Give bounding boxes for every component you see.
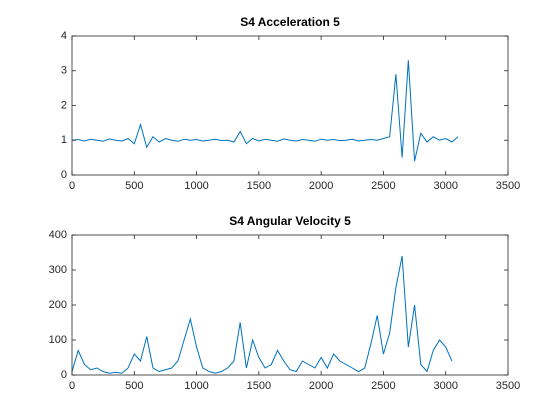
chart-title: S4 Acceleration 5 <box>240 15 340 29</box>
x-tick-label: 0 <box>69 380 75 392</box>
y-tick-label: 0 <box>61 369 67 381</box>
y-tick-label: 300 <box>49 264 67 276</box>
chart-title: S4 Angular Velocity 5 <box>229 214 351 228</box>
axes-background <box>72 235 508 375</box>
y-tick-label: 3 <box>61 65 67 77</box>
x-tick-label: 1000 <box>184 180 208 192</box>
x-tick-label: 3500 <box>496 380 520 392</box>
x-tick-label: 2500 <box>371 180 395 192</box>
x-tick-label: 3500 <box>496 180 520 192</box>
y-tick-label: 100 <box>49 334 67 346</box>
x-tick-label: 1500 <box>247 180 271 192</box>
y-tick-label: 0 <box>61 169 67 181</box>
x-tick-label: 2500 <box>371 380 395 392</box>
x-tick-label: 1500 <box>247 380 271 392</box>
x-tick-label: 500 <box>125 380 143 392</box>
x-tick-label: 3000 <box>433 180 457 192</box>
x-tick-label: 1000 <box>184 380 208 392</box>
x-tick-label: 0 <box>69 180 75 192</box>
data-line <box>71 60 459 162</box>
y-tick-label: 200 <box>49 299 67 311</box>
x-tick-label: 3000 <box>433 380 457 392</box>
x-tick-label: 2000 <box>309 380 333 392</box>
y-tick-label: 2 <box>61 99 67 111</box>
y-tick-label: 1 <box>61 134 67 146</box>
y-tick-label: 4 <box>61 30 67 42</box>
y-tick-label: 400 <box>49 229 67 241</box>
axes-background <box>72 36 508 175</box>
data-line <box>71 255 453 374</box>
x-tick-label: 500 <box>125 180 143 192</box>
x-tick-label: 2000 <box>309 180 333 192</box>
